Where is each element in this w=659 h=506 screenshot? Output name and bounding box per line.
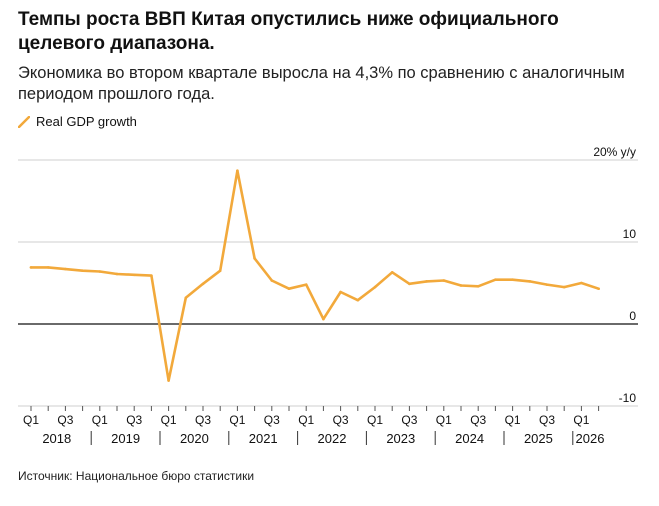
x-tick-label: Q1 <box>23 413 39 427</box>
series-line-real-gdp-growth <box>29 169 600 382</box>
data-point <box>322 317 325 321</box>
legend: Real GDP growth <box>18 114 137 129</box>
year-label: 2019 <box>111 431 140 446</box>
data-point <box>597 287 600 291</box>
legend-label: Real GDP growth <box>36 114 137 129</box>
year-label: 2023 <box>386 431 415 446</box>
data-point <box>184 296 188 300</box>
x-tick-label: Q1 <box>92 413 108 427</box>
data-point <box>46 266 50 269</box>
x-tick-label: Q3 <box>57 413 73 427</box>
source-note: Источник: Национальное бюро статистики <box>18 469 255 483</box>
legend-swatch <box>18 115 30 128</box>
x-tick-label: Q3 <box>539 413 555 427</box>
data-point <box>270 279 274 282</box>
data-point <box>81 269 84 273</box>
year-label: 2022 <box>318 431 347 446</box>
year-label: 2024 <box>455 431 484 446</box>
data-point <box>580 281 583 285</box>
data-point <box>150 274 153 277</box>
chart-title: Темпы роста ВВП Китая опустились ниже оф… <box>18 9 559 54</box>
data-point <box>339 290 342 294</box>
x-tick-label: Q1 <box>229 413 245 427</box>
x-tick-label: Q1 <box>436 413 452 427</box>
x-tick-label: Q1 <box>573 413 589 427</box>
data-point <box>373 285 377 289</box>
data-point <box>356 298 360 302</box>
data-point <box>476 284 480 288</box>
x-tick-label: Q1 <box>367 413 383 427</box>
year-label: 2026 <box>576 431 605 446</box>
x-tick-label: Q3 <box>470 413 486 427</box>
data-point <box>390 271 394 274</box>
y-tick-label: -10 <box>619 391 637 405</box>
x-tick-label: Q3 <box>264 413 280 427</box>
data-point <box>98 270 102 273</box>
y-tick-label: 20% y/y <box>593 145 636 159</box>
data-point <box>425 280 428 283</box>
x-tick-label: Q3 <box>126 413 142 427</box>
data-point <box>218 269 222 273</box>
year-label: 2025 <box>524 431 553 446</box>
data-point <box>442 279 446 282</box>
year-label: 2021 <box>249 431 278 446</box>
data-point <box>29 266 33 269</box>
x-tick-label: Q1 <box>505 413 521 427</box>
data-point <box>287 287 291 291</box>
data-point <box>253 257 256 260</box>
year-label: 2020 <box>180 431 209 446</box>
data-point <box>459 284 463 287</box>
data-point <box>167 379 170 382</box>
data-point <box>304 283 308 286</box>
data-point <box>511 278 514 282</box>
data-point <box>64 267 67 271</box>
year-label: 2018 <box>42 431 71 446</box>
x-tick-label: Q3 <box>401 413 417 427</box>
chart-subtitle: Экономика во втором квартале выросла на … <box>18 64 625 103</box>
data-point <box>115 272 119 276</box>
data-point <box>562 285 566 289</box>
data-point <box>408 282 411 286</box>
data-point <box>545 283 549 286</box>
x-tick-label: Q1 <box>161 413 177 427</box>
y-tick-label: 0 <box>629 309 636 323</box>
data-point <box>132 273 136 277</box>
data-point <box>494 278 497 282</box>
x-tick-label: Q3 <box>333 413 349 427</box>
data-point <box>201 282 205 286</box>
y-tick-label: 10 <box>623 227 637 241</box>
data-point <box>236 169 239 172</box>
x-tick-label: Q3 <box>195 413 211 427</box>
data-point <box>528 280 532 283</box>
x-tick-label: Q1 <box>298 413 314 427</box>
